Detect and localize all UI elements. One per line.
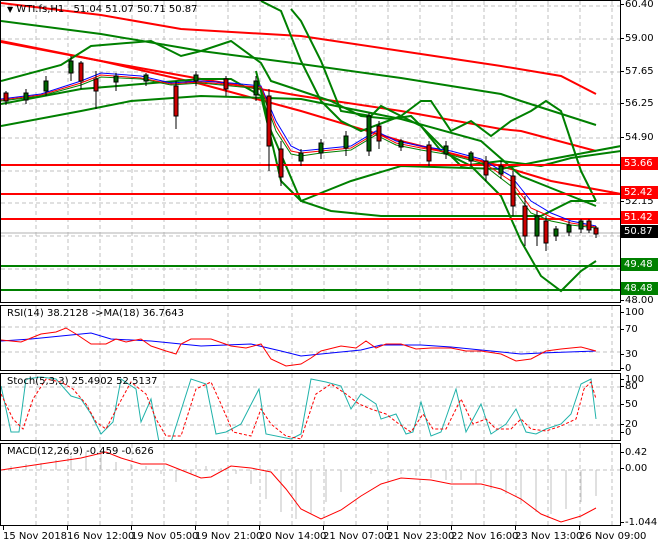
rsi-title: RSI(14) 38.2128 ->MA(18) 36.7643 — [7, 308, 184, 319]
time-label: 21 Nov 07:00 — [323, 531, 391, 542]
macd-axis: 0.42 0.00 -1.044 — [620, 443, 660, 528]
time-label: 15 Nov 2018 — [3, 531, 68, 542]
time-tick-mark — [515, 525, 516, 530]
level-badge-support-1: 49.48 — [621, 258, 658, 271]
macd-tick: 0.42 — [620, 447, 648, 458]
time-tick-mark — [451, 525, 452, 530]
time-label: 21 Nov 23:00 — [387, 531, 455, 542]
time-label: 19 Nov 05:00 — [131, 531, 199, 542]
time-tick-mark — [387, 525, 388, 530]
time-tick-mark — [259, 525, 260, 530]
level-badge-resistance-2: 52.42 — [621, 186, 658, 199]
current-price-badge: 50.87 — [621, 225, 658, 238]
price-chart-pane[interactable]: ▼ WTI.fs,H1 51.04 51.07 50.71 50.87 — [0, 0, 621, 303]
symbol-timeframe: WTI.fs,H1 — [16, 4, 65, 15]
level-badge-resistance-3: 53.66 — [621, 157, 658, 170]
macd-tick: -1.044 — [620, 517, 658, 528]
time-tick-mark — [323, 525, 324, 530]
rsi-pane[interactable]: RSI(14) 38.2128 ->MA(18) 36.7643 — [0, 305, 621, 371]
rsi-tick: 0 — [620, 363, 632, 374]
stoch-tick: 100 — [620, 374, 645, 385]
macd-tick: 0.00 — [620, 463, 648, 474]
price-axis: 60.40 59.00 57.65 56.25 54.90 52.15 48.0… — [621, 0, 660, 306]
price-tick: 59.00 — [621, 33, 654, 44]
stochastic-axis: 100 80 50 20 0 — [620, 373, 660, 441]
time-tick-mark — [67, 525, 68, 530]
time-tick-mark — [579, 525, 580, 530]
price-tick: 56.25 — [621, 98, 654, 109]
time-tick-mark — [195, 525, 196, 530]
collapse-triangle-icon[interactable]: ▼ — [7, 5, 14, 14]
price-tick: 60.40 — [621, 0, 654, 10]
price-tick: 54.90 — [621, 132, 654, 143]
stochastic-title: Stoch(5,3,3) 25.4902 52.5137 — [7, 376, 158, 387]
rsi-plot — [1, 306, 620, 370]
macd-title: MACD(12,26,9) -0.459 -0.626 — [7, 446, 154, 457]
price-chart-plot — [1, 1, 620, 302]
time-tick-mark — [131, 525, 132, 530]
time-label: 20 Nov 14:00 — [259, 531, 327, 542]
price-tick: 52.15 — [621, 196, 654, 207]
time-label: 16 Nov 12:00 — [67, 531, 135, 542]
price-tick: 57.65 — [621, 66, 654, 77]
time-label: 26 Nov 09:00 — [579, 531, 647, 542]
rsi-tick: 30 — [621, 349, 638, 360]
stoch-tick: 50 — [621, 399, 638, 410]
level-badge-resistance-1: 51.42 — [621, 211, 658, 224]
macd-pane[interactable]: MACD(12,26,9) -0.459 -0.626 — [0, 443, 621, 526]
rsi-axis: 100 70 30 0 — [620, 305, 660, 374]
price-tick: 48.00 — [621, 295, 654, 306]
time-label: 19 Nov 21:00 — [195, 531, 263, 542]
stoch-tick: 0 — [620, 427, 632, 438]
time-label: 22 Nov 16:00 — [451, 531, 519, 542]
stochastic-pane[interactable]: Stoch(5,3,3) 25.4902 52.5137 — [0, 373, 621, 441]
ohlc-values: 51.04 51.07 50.71 50.87 — [73, 4, 198, 15]
stoch-tick: 80 — [621, 381, 638, 392]
rsi-tick: 100 — [620, 307, 645, 318]
time-tick-mark — [3, 525, 4, 530]
level-badge-support-2: 48.48 — [621, 282, 658, 295]
macd-plot — [1, 444, 620, 525]
rsi-tick: 70 — [621, 324, 638, 335]
price-chart-title: ▼ WTI.fs,H1 51.04 51.07 50.71 50.87 — [7, 4, 198, 15]
stochastic-plot — [1, 374, 620, 440]
stoch-tick: 20 — [621, 419, 638, 430]
time-label: 23 Nov 13:00 — [515, 531, 583, 542]
